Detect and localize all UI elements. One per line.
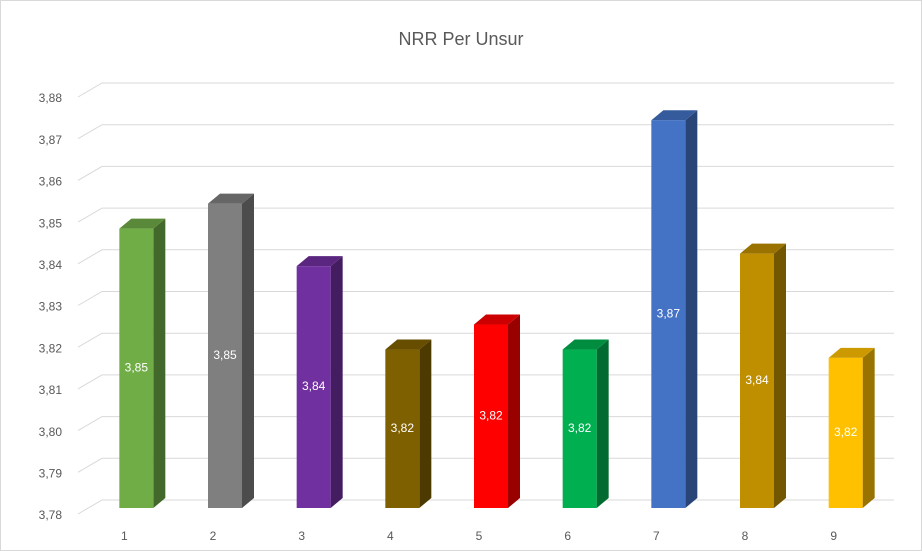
bar-face bbox=[208, 203, 242, 508]
value-label: 3,82 bbox=[568, 421, 592, 435]
bar bbox=[828, 347, 875, 508]
value-label: 3,82 bbox=[479, 408, 503, 422]
bar-face bbox=[596, 339, 609, 508]
x-tick-label: 8 bbox=[742, 529, 749, 543]
grid-line bbox=[77, 82, 894, 98]
chart-title: NRR Per Unsur bbox=[398, 29, 523, 49]
grid-line bbox=[77, 332, 894, 348]
x-tick-label: 7 bbox=[653, 529, 660, 543]
bar bbox=[208, 193, 254, 508]
bar bbox=[296, 256, 343, 508]
bar-face bbox=[828, 357, 863, 508]
x-tick-label: 9 bbox=[830, 529, 837, 543]
y-tick-label: 3,79 bbox=[39, 466, 63, 480]
x-tick-label: 3 bbox=[298, 529, 305, 543]
grid-line bbox=[77, 291, 894, 306]
value-label: 3,84 bbox=[302, 379, 326, 393]
bar-face bbox=[119, 228, 154, 509]
bar-face bbox=[296, 256, 343, 267]
grid-line bbox=[77, 207, 894, 223]
value-label: 3,84 bbox=[745, 373, 769, 387]
x-tick-label: 6 bbox=[564, 529, 571, 543]
x-tick-label: 5 bbox=[476, 529, 483, 543]
bar-face bbox=[419, 339, 432, 508]
bar-face bbox=[474, 314, 520, 325]
grid-line bbox=[77, 374, 894, 390]
grid-line bbox=[77, 499, 894, 515]
bar-face bbox=[119, 218, 166, 229]
bar-face bbox=[242, 193, 254, 508]
grid-line bbox=[77, 249, 894, 265]
y-tick-label: 3,88 bbox=[39, 91, 63, 105]
bar-face bbox=[740, 243, 786, 254]
bar-face bbox=[828, 347, 875, 358]
bar bbox=[474, 314, 520, 508]
value-label: 3,85 bbox=[125, 360, 149, 374]
bar-face bbox=[508, 314, 520, 508]
y-tick-label: 3,78 bbox=[39, 508, 63, 522]
bar-face bbox=[774, 243, 786, 508]
value-label: 3,87 bbox=[657, 306, 681, 320]
value-label: 3,85 bbox=[213, 348, 237, 362]
grid-line bbox=[77, 416, 894, 432]
bar-face bbox=[740, 253, 774, 508]
bar-face bbox=[208, 193, 254, 204]
bar-face bbox=[562, 339, 609, 350]
bar-face bbox=[862, 347, 875, 508]
grid-line bbox=[77, 124, 894, 140]
bar-face bbox=[685, 110, 698, 508]
bar-face bbox=[651, 120, 686, 508]
bar bbox=[740, 243, 786, 508]
y-tick-label: 3,83 bbox=[39, 300, 63, 314]
y-tick-label: 3,81 bbox=[39, 383, 63, 397]
grid-line bbox=[77, 165, 894, 181]
grid-line bbox=[77, 457, 894, 473]
bar bbox=[562, 339, 609, 508]
bar-face bbox=[330, 256, 343, 508]
x-tick-label: 2 bbox=[210, 529, 217, 543]
y-tick-label: 3,84 bbox=[39, 258, 63, 272]
value-label: 3,82 bbox=[834, 425, 858, 439]
y-tick-label: 3,82 bbox=[39, 341, 63, 355]
bar-face bbox=[562, 349, 597, 508]
value-label: 3,82 bbox=[391, 421, 415, 435]
y-tick-label: 3,85 bbox=[39, 216, 63, 230]
bar bbox=[119, 218, 166, 509]
y-tick-label: 3,87 bbox=[39, 133, 63, 147]
bar-face bbox=[296, 266, 331, 508]
x-tick-label: 4 bbox=[387, 529, 394, 543]
y-tick-label: 3,80 bbox=[39, 425, 63, 439]
bar-face bbox=[153, 218, 166, 509]
bar bbox=[651, 110, 698, 508]
x-tick-label: 1 bbox=[121, 529, 128, 543]
bar-face bbox=[651, 110, 698, 121]
bar-face bbox=[474, 324, 508, 508]
bar-face bbox=[385, 349, 420, 508]
bar bbox=[385, 339, 432, 508]
y-tick-label: 3,86 bbox=[39, 175, 63, 189]
bar-face bbox=[385, 339, 432, 350]
